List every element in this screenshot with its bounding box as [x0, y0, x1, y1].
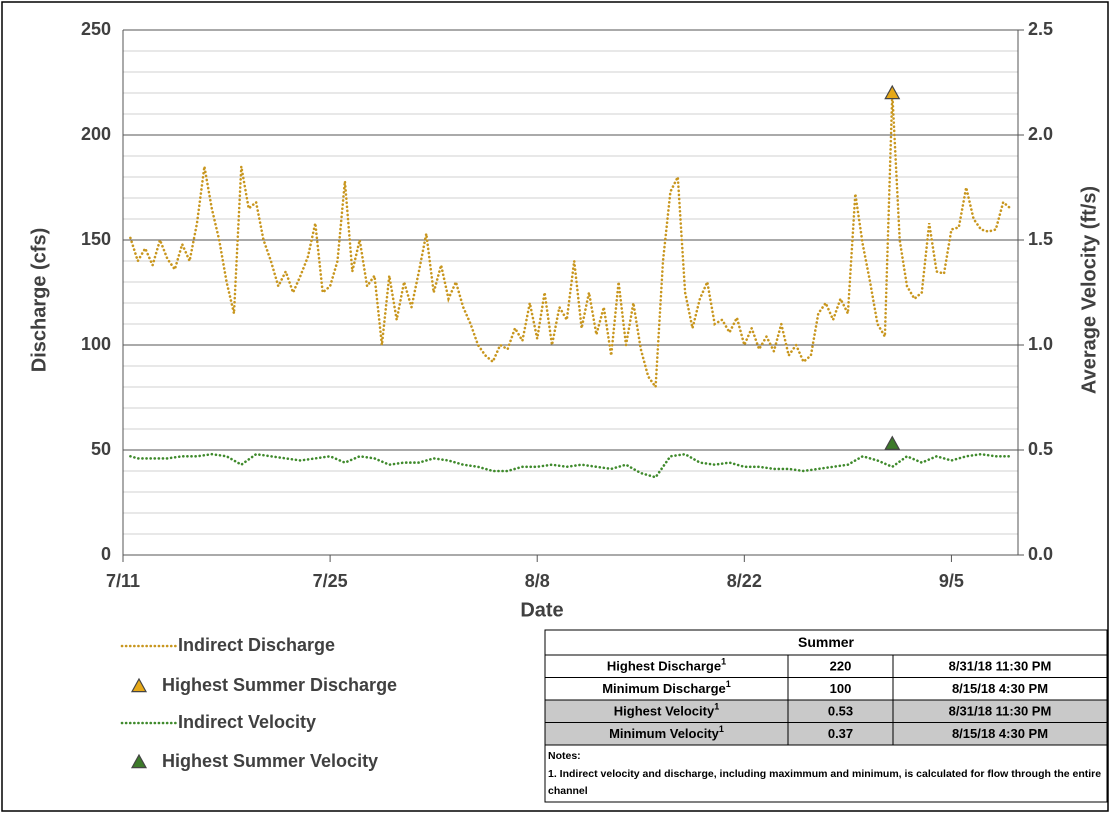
x-tick-label: 7/11 [106, 571, 140, 591]
notes-title: Notes: [548, 750, 581, 762]
row-label: Highest Discharge1 [607, 657, 726, 674]
y-tick-label: 250 [81, 19, 111, 39]
peak-marker [884, 84, 901, 100]
footnote-ref: 1 [726, 679, 731, 689]
y2-tick-label: 0.0 [1028, 544, 1053, 564]
footnote-ref: 1 [714, 702, 719, 712]
y2-tick-label: 1.5 [1028, 229, 1053, 249]
y2-tick-label: 1.0 [1028, 334, 1053, 354]
plot [129, 84, 1012, 479]
legend-label: Highest Summer Discharge [162, 675, 397, 695]
notes-text: 1. Indirect velocity and discharge, incl… [548, 768, 1101, 797]
table-title: Summer [798, 634, 855, 650]
x-axis-title: Date [520, 599, 563, 621]
row-date: 8/31/18 11:30 PM [949, 659, 1052, 674]
y-tick-label: 150 [81, 229, 111, 249]
series-line [129, 92, 1012, 391]
notes-cell [544, 744, 1108, 803]
row-value: 220 [830, 659, 852, 674]
y2-axis-title: Average Velocity (ft/s) [1078, 186, 1100, 394]
y2-tick-label: 0.5 [1028, 439, 1053, 459]
row-label: Minimum Velocity1 [609, 724, 724, 741]
legend-label: Indirect Velocity [178, 712, 316, 732]
row-label: Minimum Discharge1 [602, 679, 731, 696]
x-tick-label: 7/25 [313, 571, 348, 591]
legend: Indirect Discharge Highest Summer Dischar… [120, 635, 397, 771]
peak-marker [884, 435, 901, 450]
legend-label: Highest Summer Velocity [162, 751, 378, 771]
footnote-ref: 1 [719, 724, 724, 734]
row-label-text: Highest Discharge [607, 659, 721, 674]
row-value: 0.53 [828, 704, 853, 719]
grid: 0 50 100 150 200 250 0.0 0.5 1.0 1.5 2.0 2.5 7/11 7/2… [81, 19, 1053, 591]
row-date: 8/31/18 11:30 PM [949, 704, 1052, 719]
notes-line: 1. Indirect velocity and discharge, incl… [548, 768, 1101, 780]
notes-line: channel [548, 785, 588, 797]
y-tick-label: 100 [81, 334, 111, 354]
row-date: 8/15/18 4:30 PM [952, 726, 1048, 741]
y2-tick-label: 2.0 [1028, 124, 1053, 144]
y-axis-title: Discharge (cfs) [28, 228, 50, 373]
x-tick-label: 9/5 [939, 571, 964, 591]
legend-label: Indirect Discharge [178, 635, 335, 655]
y-tick-label: 0 [101, 544, 111, 564]
row-label-text: Minimum Discharge [602, 681, 726, 696]
row-date: 8/15/18 4:30 PM [952, 681, 1048, 696]
y-tick-label: 200 [81, 124, 111, 144]
y-tick-label: 50 [91, 439, 111, 459]
x-tick-label: 8/22 [727, 571, 762, 591]
row-label-text: Minimum Velocity [609, 726, 720, 741]
row-value: 0.37 [828, 726, 853, 741]
footnote-ref: 1 [721, 657, 726, 667]
legend-swatch [130, 677, 148, 693]
row-label-text: Highest Velocity [614, 704, 715, 719]
row-value: 100 [830, 681, 852, 696]
x-tick-label: 8/8 [525, 571, 550, 591]
y2-tick-label: 2.5 [1028, 19, 1053, 39]
series-line [129, 452, 1012, 479]
legend-swatch [130, 753, 148, 769]
row-label: Highest Velocity1 [614, 702, 719, 719]
